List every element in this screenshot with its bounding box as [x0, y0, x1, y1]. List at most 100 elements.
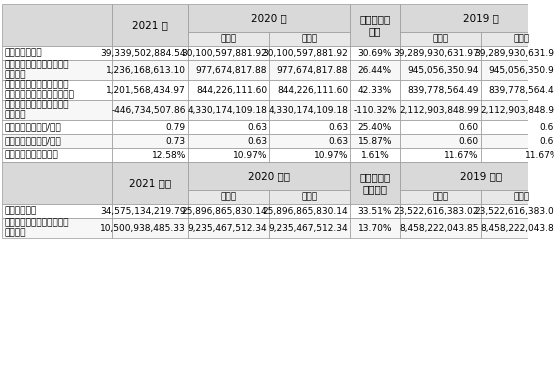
Bar [188, 4, 350, 32]
Bar [2, 80, 111, 100]
Bar [269, 120, 350, 134]
Text: 11.67%: 11.67% [444, 151, 479, 160]
Text: 839,778,564.49: 839,778,564.49 [407, 86, 479, 94]
Bar [188, 148, 269, 162]
Bar [269, 100, 350, 120]
Bar [188, 218, 269, 238]
Bar [350, 204, 399, 218]
Text: 2,112,903,848.99: 2,112,903,848.99 [399, 105, 479, 115]
Bar [2, 60, 111, 80]
Text: 2020 年末: 2020 年末 [248, 171, 290, 181]
Text: 945,056,350.94: 945,056,350.94 [489, 65, 554, 74]
Bar [188, 80, 269, 100]
Text: 0.60: 0.60 [459, 123, 479, 131]
Bar [350, 80, 399, 100]
Text: 12.58%: 12.58% [152, 151, 186, 160]
Bar [399, 80, 481, 100]
Bar [2, 162, 111, 204]
Bar [481, 218, 554, 238]
Bar [399, 218, 481, 238]
Bar [399, 4, 554, 32]
Bar [188, 100, 269, 120]
Text: 调整后: 调整后 [301, 34, 317, 44]
Bar [111, 148, 188, 162]
Text: 25.40%: 25.40% [358, 123, 392, 131]
Bar [111, 100, 188, 120]
Text: 1,201,568,434.97: 1,201,568,434.97 [106, 86, 186, 94]
Bar [350, 100, 399, 120]
Text: 8,458,222,043.85: 8,458,222,043.85 [480, 223, 554, 233]
Text: 经营活动产生的现金流量净
额（元）: 经营活动产生的现金流量净 额（元） [5, 100, 69, 120]
Text: 1,236,168,613.10: 1,236,168,613.10 [106, 65, 186, 74]
Text: 30,100,597,881.92: 30,100,597,881.92 [263, 49, 348, 58]
Text: 23,522,616,383.02: 23,522,616,383.02 [393, 207, 479, 215]
Text: 调整后: 调整后 [301, 193, 317, 201]
Text: 10.97%: 10.97% [314, 151, 348, 160]
Text: 977,674,817.88: 977,674,817.88 [276, 65, 348, 74]
Text: 调整前: 调整前 [220, 34, 237, 44]
Bar [188, 162, 350, 190]
Text: 30,100,597,881.92: 30,100,597,881.92 [181, 49, 267, 58]
Bar [399, 134, 481, 148]
Bar [188, 134, 269, 148]
Text: 0.79: 0.79 [166, 123, 186, 131]
Bar [111, 218, 188, 238]
Text: 2021 年: 2021 年 [132, 20, 168, 30]
Bar [2, 204, 111, 218]
Text: -446,734,507.86: -446,734,507.86 [111, 105, 186, 115]
Text: 加权平均净资产收益率: 加权平均净资产收益率 [5, 151, 59, 160]
Text: 26.44%: 26.44% [358, 65, 392, 74]
Text: 9,235,467,512.34: 9,235,467,512.34 [187, 223, 267, 233]
Bar [188, 190, 269, 204]
Text: 稀释每股收益（元/股）: 稀释每股收益（元/股） [5, 136, 61, 146]
Text: 0.63: 0.63 [328, 136, 348, 146]
Text: 0.63: 0.63 [328, 123, 348, 131]
Text: 844,226,111.60: 844,226,111.60 [196, 86, 267, 94]
Text: 8,458,222,043.85: 8,458,222,043.85 [399, 223, 479, 233]
Text: 39,339,502,884.54: 39,339,502,884.54 [100, 49, 186, 58]
Text: 0.73: 0.73 [166, 136, 186, 146]
Text: 调整前: 调整前 [220, 193, 237, 201]
Bar [269, 46, 350, 60]
Bar [269, 190, 350, 204]
Text: 42.33%: 42.33% [358, 86, 392, 94]
Bar [2, 120, 111, 134]
Text: 13.70%: 13.70% [358, 223, 392, 233]
Text: -110.32%: -110.32% [353, 105, 397, 115]
Bar [188, 46, 269, 60]
Text: 0.60: 0.60 [459, 136, 479, 146]
Bar [269, 32, 350, 46]
Bar [188, 204, 269, 218]
Text: 945,056,350.94: 945,056,350.94 [407, 65, 479, 74]
Text: 调整后: 调整后 [513, 34, 529, 44]
Text: 2019 年: 2019 年 [463, 13, 499, 23]
Bar [350, 134, 399, 148]
Text: 营业收入（元）: 营业收入（元） [5, 49, 43, 58]
Bar [269, 60, 350, 80]
Text: 11.67%: 11.67% [525, 151, 554, 160]
Text: 30.69%: 30.69% [358, 49, 392, 58]
Bar [399, 190, 481, 204]
Text: 10.97%: 10.97% [233, 151, 267, 160]
Text: 25,896,865,830.14: 25,896,865,830.14 [182, 207, 267, 215]
Bar [111, 204, 188, 218]
Text: 调整后: 调整后 [513, 193, 529, 201]
Text: 34,575,134,219.79: 34,575,134,219.79 [100, 207, 186, 215]
Text: 1.61%: 1.61% [361, 151, 389, 160]
Bar [481, 134, 554, 148]
Text: 0.63: 0.63 [247, 123, 267, 131]
Text: 总资产（元）: 总资产（元） [5, 207, 37, 215]
Bar [481, 190, 554, 204]
Text: 844,226,111.60: 844,226,111.60 [277, 86, 348, 94]
Text: 0.60: 0.60 [540, 123, 554, 131]
Bar [2, 100, 111, 120]
Bar [350, 60, 399, 80]
Bar [111, 120, 188, 134]
Bar [111, 80, 188, 100]
Bar [350, 148, 399, 162]
Bar [350, 120, 399, 134]
Text: 39,289,930,631.97: 39,289,930,631.97 [393, 49, 479, 58]
Bar [399, 100, 481, 120]
Text: 归属于上市公司股东的净利
润（元）: 归属于上市公司股东的净利 润（元） [5, 60, 69, 80]
Text: 基本每股收益（元/股）: 基本每股收益（元/股） [5, 123, 61, 131]
